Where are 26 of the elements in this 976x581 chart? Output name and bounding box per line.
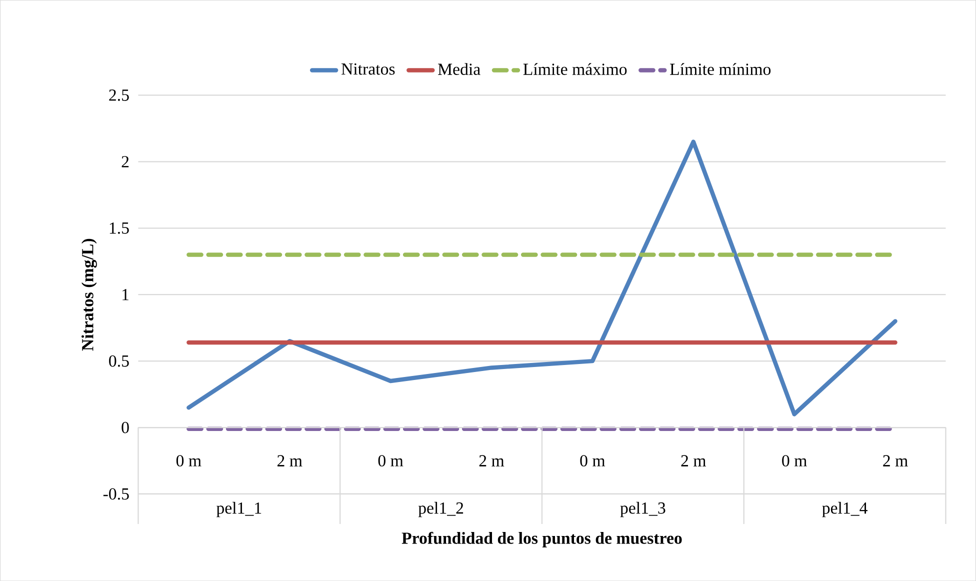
line-series (186, 140, 898, 416)
y-tick-label: 1 (122, 288, 128, 300)
x-tick-label: 2 m (277, 455, 302, 466)
y-tick-label: 2.5 (109, 89, 129, 101)
x-tick-label: 0 m (580, 454, 606, 466)
text: pel1_1 (216, 502, 262, 518)
text: pel1_4 (822, 502, 868, 518)
legend-label: Límite mínimo (670, 63, 771, 75)
text: pel1_2 (418, 502, 464, 518)
legend-label: Media (438, 63, 480, 75)
y-tick-label: 0 (122, 422, 129, 434)
legend-label: Nitratos (341, 63, 395, 75)
x-tick-label: 2 m (883, 455, 908, 466)
x-tick-label: 0 m (782, 454, 807, 466)
x-tick-label: 2 m (681, 455, 706, 466)
x-axis-title: Profundidad de los puntos de muestreo (402, 532, 682, 548)
x-tick-label: 2 m (479, 455, 504, 466)
legend-label: Límite máximo (523, 63, 627, 75)
y-axis-title: Nitratos (mg/L) (81, 238, 97, 351)
y-tick-label: -0.5 (103, 488, 129, 500)
y-tick-label: 0.5 (109, 355, 129, 367)
y-tick-label: 1.5 (110, 222, 129, 234)
text: pel1_3 (620, 502, 666, 518)
y-tick-label: 2 (122, 156, 129, 168)
x-tick-label: 0 m (378, 454, 404, 466)
x-tick-label: 0 m (176, 454, 202, 466)
